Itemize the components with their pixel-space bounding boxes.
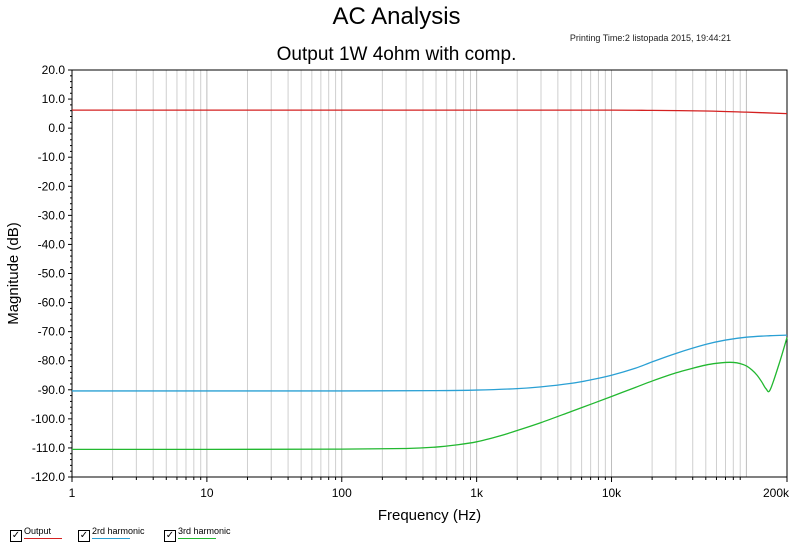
legend-item-3[interactable]: ✓ 3rd harmonic [164,526,244,548]
legend-checkbox[interactable]: ✓ [164,530,176,542]
y-tick-label: -80.0 [38,354,66,368]
legend-item-2[interactable]: ✓ 2rd harmonic [78,526,158,548]
legend-checkbox[interactable]: ✓ [78,530,90,542]
y-tick-label: -50.0 [38,267,66,281]
y-tick-label: -120.0 [31,470,65,484]
y-tick-label: -60.0 [38,296,66,310]
y-tick-label: 0.0 [48,121,65,135]
y-tick-label: -40.0 [38,237,66,251]
legend-swatch [24,538,62,539]
x-tick-label: 200k [763,486,790,500]
legend: ✓ Output ✓ 2rd harmonic ✓ 3rd harmonic [0,526,793,550]
printing-time: Printing Time:2 listopada 2015, 19:44:21 [569,33,731,43]
legend-item-1[interactable]: ✓ Output [10,526,90,548]
legend-swatch [92,538,130,539]
chart-plot: 20.0 10.0 0.0 -10.0 -20.0 -30.0 -40.0 -50.0 -60.… [5,63,790,524]
x-tick-label: 1k [470,486,484,500]
y-axis-label: Magnitude (dB) [5,222,22,325]
y-tick-label: 20.0 [42,63,66,77]
legend-label: 3rd harmonic [178,526,231,536]
x-tick-label: 10k [602,486,622,500]
y-tick-label: -30.0 [38,208,66,222]
series-line-3 [71,337,788,451]
chart-subtitle: Output 1W 4ohm with comp. [276,44,517,65]
y-tick-label: -10.0 [38,150,66,164]
chart-title: AC Analysis [332,3,461,30]
x-tick-label: 1 [69,486,76,500]
y-tick-label: -100.0 [31,412,65,426]
y-tick-label: -70.0 [38,325,66,339]
series-line-2 [72,334,788,392]
x-tick-label: 10 [200,486,214,500]
y-tick-label: 10.0 [42,92,66,106]
series-line-1 [71,109,788,115]
legend-label: 2rd harmonic [92,526,145,536]
legend-swatch [178,538,216,539]
y-tick-label: -110.0 [32,441,65,455]
legend-checkbox[interactable]: ✓ [10,530,22,542]
y-tick-label: -20.0 [38,179,66,193]
x-tick-label: 100 [332,486,352,500]
plot-frame [71,69,788,478]
y-tick-label: -90.0 [38,383,66,397]
x-axis-label: Frequency (Hz) [378,507,481,524]
legend-label: Output [24,526,52,536]
